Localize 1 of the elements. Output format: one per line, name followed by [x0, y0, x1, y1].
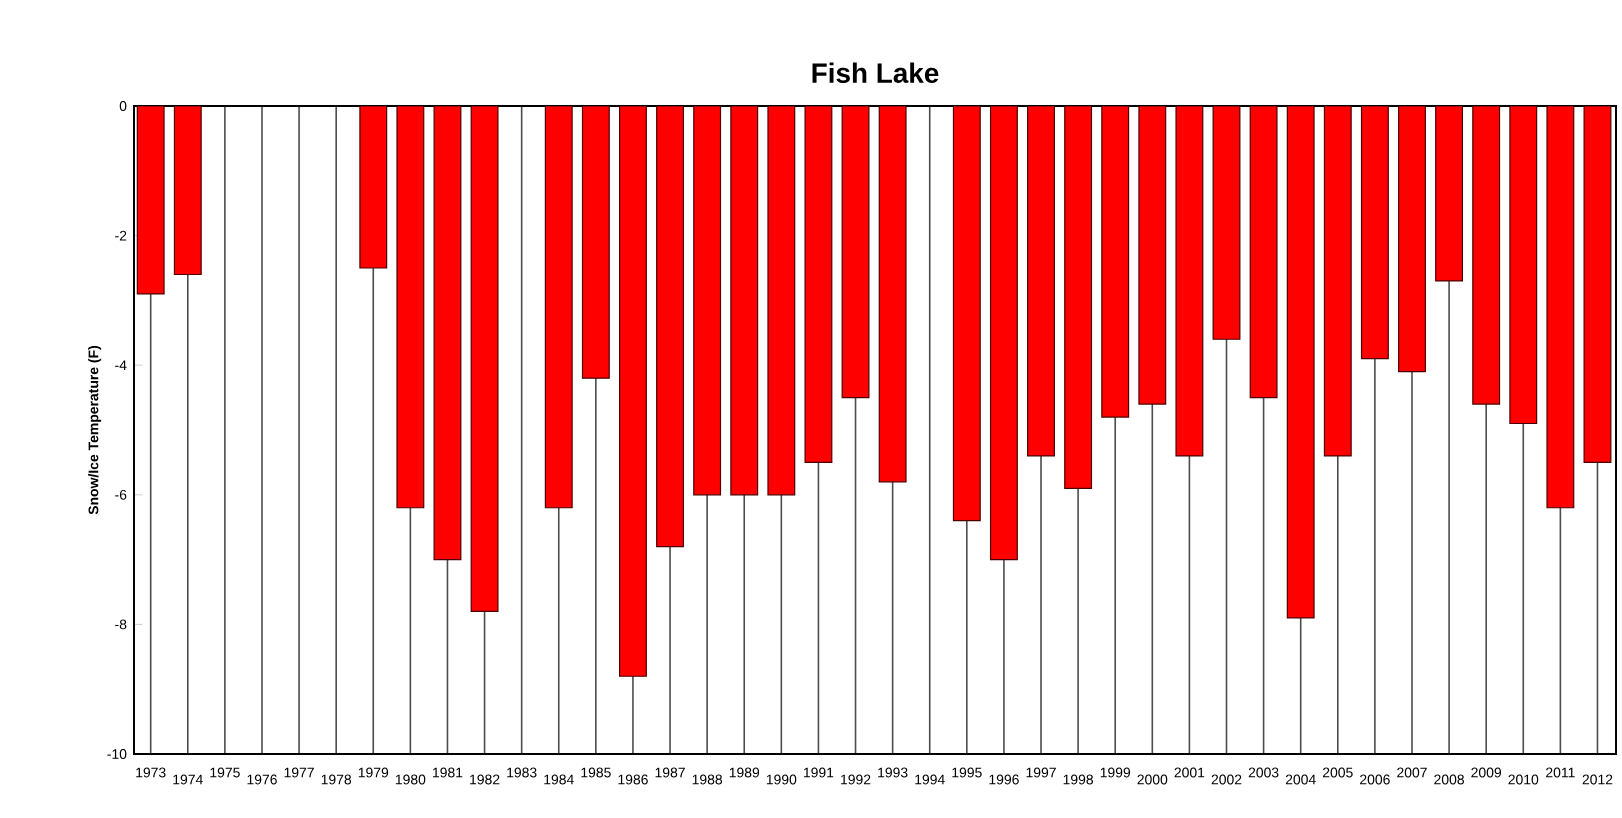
chart-title: Fish Lake	[812, 62, 939, 84]
